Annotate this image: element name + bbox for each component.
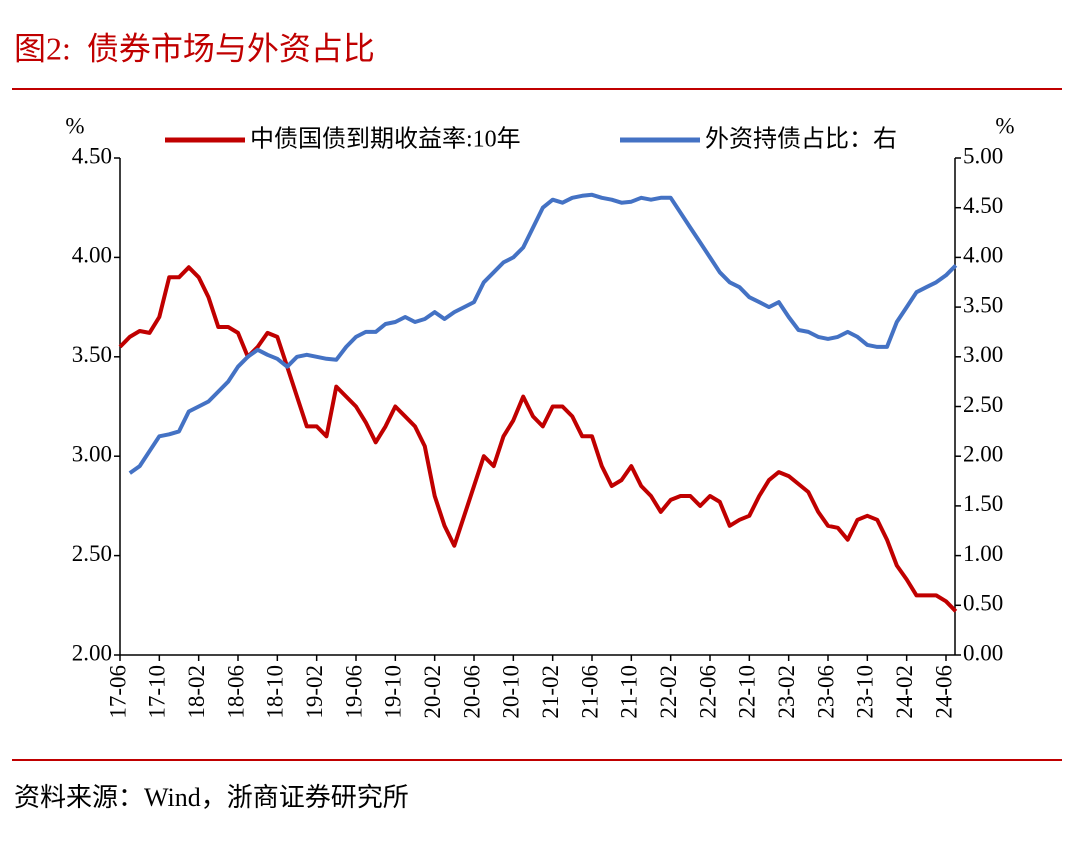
x-tick-label: 17-06 <box>105 665 130 719</box>
x-tick-label: 24-02 <box>892 665 917 719</box>
y-tick-label: 3.00 <box>72 441 112 466</box>
x-tick-label: 18-10 <box>263 665 288 719</box>
y2-tick-label: 5.00 <box>963 143 1003 168</box>
x-tick-label: 18-06 <box>223 665 248 719</box>
x-tick-label: 18-02 <box>184 665 209 719</box>
x-tick-label: 24-06 <box>931 665 956 719</box>
x-tick-label: 20-02 <box>420 665 445 719</box>
y2-axis-unit: % <box>995 113 1014 138</box>
y-axis-unit: % <box>65 113 84 138</box>
y2-tick-label: 3.00 <box>963 342 1003 367</box>
chart-title: 图2: 债券市场与外资占比 <box>14 30 375 66</box>
x-tick-label: 22-06 <box>695 665 720 719</box>
x-tick-label: 22-02 <box>656 665 681 719</box>
x-tick-label: 21-02 <box>538 665 563 719</box>
x-tick-label: 21-06 <box>577 665 602 719</box>
y2-tick-label: 4.00 <box>963 243 1003 268</box>
x-tick-label: 19-06 <box>341 665 366 719</box>
x-tick-label: 23-10 <box>853 665 878 719</box>
y-tick-label: 4.50 <box>72 143 112 168</box>
legend-label: 外资持债占比：右 <box>705 126 897 153</box>
y2-tick-label: 1.50 <box>963 491 1003 516</box>
x-tick-label: 22-10 <box>735 665 760 719</box>
x-tick-label: 23-06 <box>813 665 838 719</box>
y2-tick-label: 3.50 <box>963 292 1003 317</box>
series-line <box>118 265 958 613</box>
x-tick-label: 23-02 <box>774 665 799 719</box>
y2-tick-label: 2.00 <box>963 441 1003 466</box>
series-line <box>128 192 958 475</box>
y-tick-label: 3.50 <box>72 342 112 367</box>
y2-tick-label: 0.50 <box>963 591 1003 616</box>
x-tick-label: 19-10 <box>381 665 406 719</box>
y2-tick-label: 0.00 <box>963 640 1003 665</box>
y-tick-label: 2.00 <box>72 640 112 665</box>
x-tick-label: 20-06 <box>459 665 484 719</box>
y2-tick-label: 2.50 <box>963 392 1003 417</box>
x-tick-label: 21-10 <box>617 665 642 719</box>
source: 资料来源：Wind，浙商证券研究所 <box>14 783 409 812</box>
x-tick-label: 19-02 <box>302 665 327 719</box>
y2-tick-label: 1.00 <box>963 541 1003 566</box>
y2-tick-label: 4.50 <box>963 193 1003 218</box>
y-tick-label: 4.00 <box>72 243 112 268</box>
y-tick-label: 2.50 <box>72 541 112 566</box>
legend-label: 中债国债到期收益率:10年 <box>250 126 521 153</box>
x-tick-label: 17-10 <box>145 665 170 719</box>
x-tick-label: 20-10 <box>499 665 524 719</box>
